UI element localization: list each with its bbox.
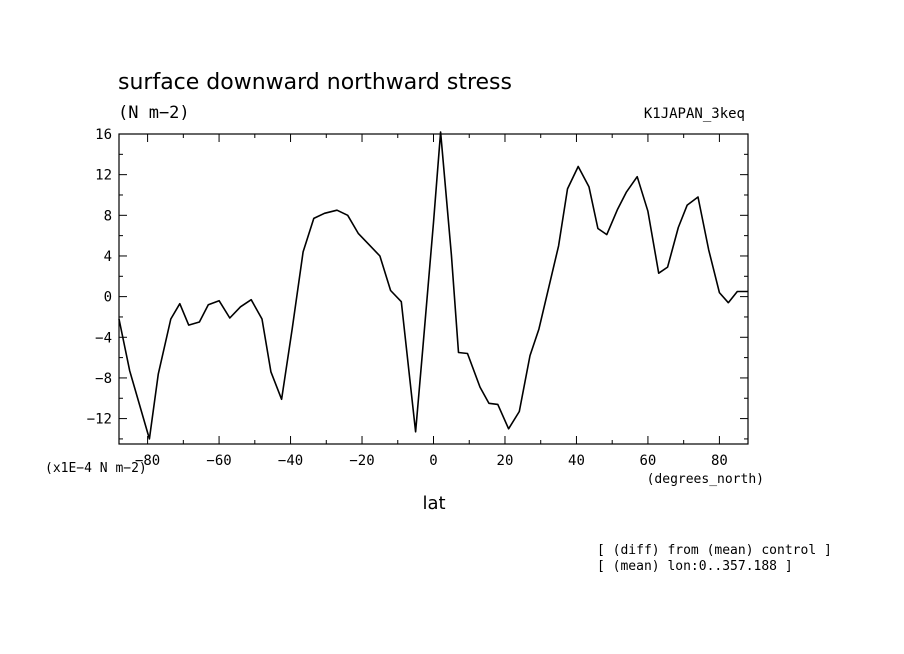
y-tick-label: 12 xyxy=(95,168,112,184)
x-tick-label: 20 xyxy=(497,453,514,469)
x-axis: −80 −60 −40 −20 0 20 40 60 80 xyxy=(135,134,728,469)
chart-units: (N m−2) xyxy=(118,103,190,123)
run-name-label: K1JAPAN_3keq xyxy=(644,106,745,122)
x-tick-label: 0 xyxy=(429,453,437,469)
x-units-label: (degrees_north) xyxy=(647,472,764,487)
series-group xyxy=(118,131,748,440)
x-tick-label: −80 xyxy=(135,453,160,469)
y-tick-label: 0 xyxy=(104,290,112,306)
x-tick-label: −40 xyxy=(278,453,303,469)
footer-note-1: [ (diff) from (mean) control ] xyxy=(597,543,832,558)
x-tick-label: −60 xyxy=(206,453,231,469)
x-axis-label: lat xyxy=(422,493,445,514)
y-tick-label: −12 xyxy=(87,412,112,428)
plot-frame xyxy=(118,133,749,445)
y-tick-label: 4 xyxy=(104,249,112,265)
y-scale-label: (x1E−4 N m−2) xyxy=(45,461,147,476)
series-line xyxy=(118,131,748,440)
x-tick-label: 60 xyxy=(640,453,657,469)
chart-title: surface downward northward stress xyxy=(118,70,512,95)
y-axis: −12 −8 −4 0 4 8 12 16 xyxy=(87,127,748,440)
y-tick-label: −4 xyxy=(95,330,112,346)
y-tick-label: −8 xyxy=(95,371,112,387)
x-tick-label: 80 xyxy=(711,453,728,469)
x-tick-label: −20 xyxy=(349,453,374,469)
y-tick-label: 16 xyxy=(95,127,112,143)
y-tick-label: 8 xyxy=(104,208,112,224)
x-tick-label: 40 xyxy=(568,453,585,469)
footer-note-2: [ (mean) lon:0..357.188 ] xyxy=(597,559,793,574)
